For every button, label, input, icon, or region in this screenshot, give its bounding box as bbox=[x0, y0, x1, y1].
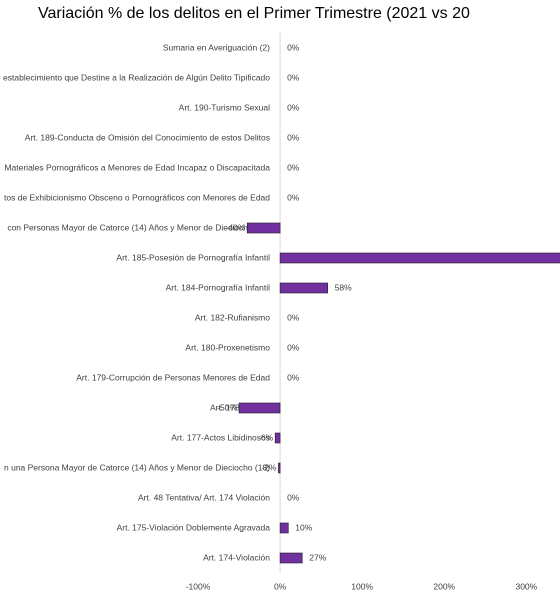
category-label: Art. 189-Conducta de Omisión del Conocim… bbox=[25, 132, 270, 142]
category-label: establecimiento que Destine a la Realiza… bbox=[3, 72, 270, 82]
value-label: -40% bbox=[225, 222, 245, 232]
bar bbox=[274, 432, 281, 444]
bar bbox=[279, 282, 328, 294]
category-label: Art. 180-Proxenetismo bbox=[185, 342, 270, 352]
category-label: Art. 175-Violación Doblemente Agravada bbox=[117, 522, 271, 532]
x-tick-label: 300% bbox=[515, 581, 537, 591]
value-label: 0% bbox=[287, 132, 300, 142]
bar bbox=[279, 552, 303, 564]
value-label: 0% bbox=[287, 42, 300, 52]
value-label: 0% bbox=[287, 492, 300, 502]
category-label: Art. 179-Corrupción de Personas Menores … bbox=[76, 372, 270, 382]
value-label: 58% bbox=[335, 282, 352, 292]
category-label: Art. 184-Pornografía Infantil bbox=[166, 282, 271, 292]
category-label: Art. 185-Posesión de Pornografía Infanti… bbox=[116, 252, 270, 262]
category-label: Art. 190-Turismo Sexual bbox=[179, 102, 270, 112]
value-label: -2% bbox=[261, 462, 277, 472]
value-label: 0% bbox=[287, 342, 300, 352]
x-tick-label: 0% bbox=[274, 581, 287, 591]
category-label: Materiales Pornográficos a Menores de Ed… bbox=[4, 162, 270, 172]
x-tick-label: 100% bbox=[351, 581, 373, 591]
category-label: Art. 174-Violación bbox=[203, 552, 270, 562]
value-label: 0% bbox=[287, 312, 300, 322]
x-tick-label: 200% bbox=[433, 581, 455, 591]
value-label: -50% bbox=[217, 402, 237, 412]
value-label: -6% bbox=[258, 432, 274, 442]
value-label: 0% bbox=[287, 372, 300, 382]
category-label: Sumaria en Averiguación (2) bbox=[163, 42, 270, 52]
category-label: Art. 177-Actos Libidinosos bbox=[171, 432, 270, 442]
category-label: tos de Exhibicionismo Obsceno o Pornográ… bbox=[4, 192, 270, 202]
value-label: 0% bbox=[287, 192, 300, 202]
bar bbox=[279, 252, 560, 264]
category-label: n una Persona Mayor de Catorce (14) Años… bbox=[4, 462, 270, 472]
category-label: con Personas Mayor de Catorce (14) Años … bbox=[7, 222, 270, 232]
chart-title: Variación % de los delitos en el Primer … bbox=[38, 5, 470, 22]
category-label: Art. 182-Rufianismo bbox=[195, 312, 270, 322]
value-label: 0% bbox=[287, 102, 300, 112]
bar bbox=[279, 522, 289, 534]
value-label: 10% bbox=[295, 522, 312, 532]
bar bbox=[278, 462, 281, 474]
bar bbox=[246, 222, 281, 234]
value-label: 0% bbox=[287, 72, 300, 82]
x-tick-label: -100% bbox=[186, 581, 211, 591]
bar bbox=[238, 402, 281, 414]
value-label: 27% bbox=[309, 552, 326, 562]
value-label: 0% bbox=[287, 162, 300, 172]
category-label: Art. 48 Tentativa/ Art. 174 Violación bbox=[138, 492, 270, 502]
